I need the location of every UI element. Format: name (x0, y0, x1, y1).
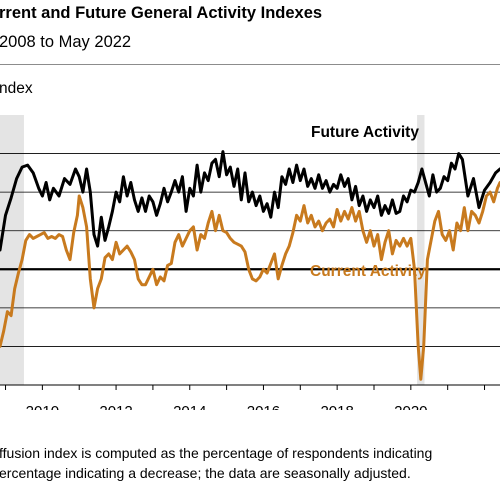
activity-index-chart: 2010 2012 2014 2016 2018 2020 Future Activity… (0, 115, 500, 410)
series-lines (0, 150, 500, 381)
recession-shading (0, 115, 425, 385)
x-tick-label-2020: 2020 (394, 403, 427, 410)
title-divider (0, 64, 500, 65)
chart-title: rrent and Future General Activity Indexe… (0, 4, 323, 22)
y-axis-label: ndex (0, 80, 33, 97)
future-activity-label: Future Activity (311, 124, 419, 141)
x-tick-label-2012: 2012 (99, 403, 132, 410)
x-axis-ticks: 2010 2012 2014 2016 2018 2020 (5, 385, 486, 410)
x-tick-label-2016: 2016 (247, 403, 280, 410)
footnote-line-1: ffusion index is computed as the percent… (0, 445, 433, 461)
x-tick-label-2018: 2018 (320, 403, 353, 410)
current-activity-label: Current Activity (310, 263, 426, 280)
future-activity-line (0, 150, 500, 252)
recession-band-1 (0, 115, 24, 385)
x-tick-label-2010: 2010 (26, 403, 59, 410)
current-activity-line (0, 181, 500, 381)
x-tick-label-2014: 2014 (173, 403, 206, 410)
chart-subtitle: 2008 to May 2022 (0, 33, 132, 51)
recession-band-2 (417, 115, 425, 385)
footnote-line-2: ercentage indicating a decrease; the dat… (0, 465, 411, 481)
